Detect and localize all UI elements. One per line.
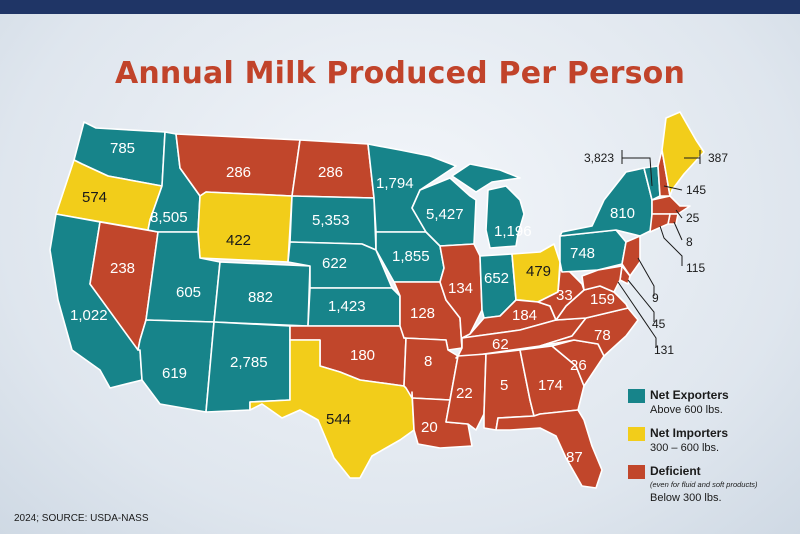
callout-line-DE <box>627 279 655 322</box>
label-NH: 145 <box>686 183 706 197</box>
callout-lines <box>617 150 701 348</box>
state-labels: 785 574 1,022 238 8,505 286 422 605 619 … <box>70 140 635 466</box>
label-MO: 128 <box>410 305 435 322</box>
source-note: 2024; SOURCE: USDA-NASS <box>14 513 149 524</box>
legend-swatch-importer <box>628 427 645 441</box>
legend-title-exporter: Net Exporters <box>650 388 729 402</box>
state-TX <box>249 339 415 479</box>
label-NV: 238 <box>110 260 135 277</box>
label-NC: 78 <box>594 327 611 344</box>
top-banner-bar <box>0 0 800 14</box>
label-MD: 131 <box>654 343 674 357</box>
label-AZ: 619 <box>162 365 187 382</box>
label-SD: 5,353 <box>312 212 350 229</box>
state-CT <box>649 213 671 233</box>
label-NJ: 9 <box>652 291 659 305</box>
label-WV: 33 <box>556 287 573 304</box>
label-IN: 652 <box>484 270 509 287</box>
callout-line-CT <box>659 225 683 266</box>
legend-swatch-deficient <box>628 465 645 479</box>
state-NJ <box>621 235 641 277</box>
state-PA <box>559 229 627 273</box>
label-LA: 20 <box>421 419 438 436</box>
label-NM: 2,785 <box>230 354 268 371</box>
state-MD <box>581 265 623 293</box>
label-RI: 8 <box>686 235 693 249</box>
state-WV <box>537 269 585 321</box>
label-ND: 286 <box>318 164 343 181</box>
label-MT: 286 <box>226 164 251 181</box>
legend-sub-exporter: Above 600 lbs. <box>650 404 723 416</box>
map-title: Annual Milk Produced Per Person <box>114 56 686 91</box>
callout-line-VT <box>621 150 653 187</box>
label-NY: 810 <box>610 205 635 222</box>
label-OK: 180 <box>350 347 375 364</box>
label-IA: 1,855 <box>392 248 430 265</box>
legend-swatch-exporter <box>628 389 645 403</box>
label-TX: 544 <box>326 411 351 428</box>
label-WA: 785 <box>110 140 135 157</box>
label-MI: 1,196 <box>494 223 532 240</box>
state-MI <box>485 185 525 249</box>
legend-sub-deficient: Below 300 lbs. <box>650 492 722 504</box>
label-AR: 8 <box>424 353 432 370</box>
label-SC: 26 <box>570 357 587 374</box>
legend-sub-importer: 300 – 600 lbs. <box>650 442 720 454</box>
label-DE: 45 <box>652 317 666 331</box>
label-MA: 25 <box>686 211 700 225</box>
label-FL: 87 <box>566 449 583 466</box>
label-AL: 5 <box>500 377 508 394</box>
label-VA: 159 <box>590 291 615 308</box>
callout-line-ME <box>684 150 701 164</box>
label-UT: 605 <box>176 284 201 301</box>
label-ME: 387 <box>708 151 728 165</box>
label-CO: 882 <box>248 289 273 306</box>
state-FL <box>495 409 603 489</box>
callout-line-RI <box>673 221 683 241</box>
label-OH: 479 <box>526 263 551 280</box>
label-WI: 5,427 <box>426 206 464 223</box>
label-OR: 574 <box>82 189 107 206</box>
callout-line-NJ <box>637 257 655 296</box>
label-GA: 174 <box>538 377 563 394</box>
callout-labels: 3,823 387 145 25 8 115 9 45 131 <box>584 151 728 357</box>
label-CT: 115 <box>686 261 705 275</box>
legend-note-deficient: (even for fluid and soft products) <box>650 480 758 489</box>
legend-title-deficient: Deficient <box>650 464 701 478</box>
label-TN: 62 <box>492 336 509 353</box>
label-CA: 1,022 <box>70 307 108 324</box>
label-MN: 1,794 <box>376 175 414 192</box>
label-WY: 422 <box>226 232 251 249</box>
state-WY <box>197 191 293 263</box>
callout-line-MD <box>617 281 657 348</box>
label-VT: 3,823 <box>584 151 614 165</box>
label-MS: 22 <box>456 385 473 402</box>
state-MA <box>651 195 691 215</box>
state-ME <box>661 111 705 197</box>
label-ID: 8,505 <box>150 209 188 226</box>
label-NE: 622 <box>322 255 347 272</box>
label-PA: 748 <box>570 245 595 262</box>
state-NY <box>559 167 653 237</box>
label-KS: 1,423 <box>328 298 366 315</box>
label-KY: 184 <box>512 307 537 324</box>
callout-line-NH <box>663 185 683 191</box>
callout-line-MA <box>675 209 683 219</box>
state-MI-UP <box>451 163 521 193</box>
legend-title-importer: Net Importers <box>650 426 729 440</box>
label-IL: 134 <box>448 280 473 297</box>
